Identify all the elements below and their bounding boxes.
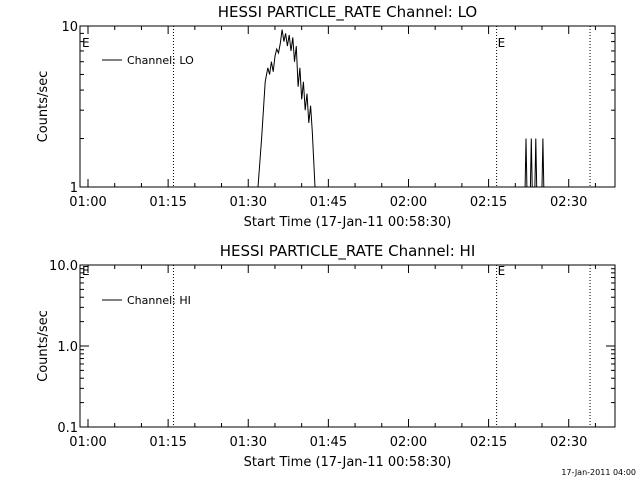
x-tick-label: 01:45 (310, 195, 347, 210)
y-tick-label: 1 (70, 181, 78, 196)
x-tick-label: 02:15 (470, 435, 507, 450)
plot-frame (79, 25, 616, 188)
y-axis-label: Counts/sec (36, 310, 51, 382)
x-tick-label: 01:00 (69, 195, 106, 210)
chart-panel-1: HESSI PARTICLE_RATE Channel: LO E E 01:00 01… (36, 3, 616, 230)
legend-label: Channel: LO (127, 54, 194, 67)
x-tick-label: 02:00 (390, 435, 427, 450)
y-tick-label: 0.1 (57, 421, 78, 436)
x-axis-label: Start Time (17-Jan-11 00:58:30) (244, 215, 452, 230)
y-tick-label: 10.0 (49, 259, 78, 274)
event-marker-label: E (498, 264, 506, 278)
y-tick-label: 10 (61, 20, 78, 35)
x-tick-label: 01:15 (149, 435, 186, 450)
x-tick-label: 02:00 (390, 195, 427, 210)
x-axis-label: Start Time (17-Jan-11 00:58:30) (244, 455, 452, 470)
event-marker-label: E (498, 36, 506, 50)
x-tick-label: 01:30 (230, 195, 267, 210)
x-tick-label: 02:30 (550, 195, 587, 210)
x-tick-label: 02:30 (550, 435, 587, 450)
chart-panel-2: HESSI PARTICLE_RATE Channel: HI E E 01:00 01… (36, 242, 616, 470)
footer-timestamp: 17-Jan-2011 04:00 (561, 468, 636, 477)
y-tick-label: 1.0 (57, 340, 78, 355)
legend-label: Channel: HI (127, 294, 191, 307)
x-tick-label: 02:15 (470, 195, 507, 210)
x-tick-label: 01:15 (149, 195, 186, 210)
chart-title: HESSI PARTICLE_RATE Channel: LO (218, 3, 477, 22)
y-axis-label: Counts/sec (36, 71, 51, 143)
x-tick-label: 01:00 (69, 435, 106, 450)
series-line (257, 29, 316, 188)
x-tick-label: 01:45 (310, 435, 347, 450)
x-tick-label: 01:30 (230, 435, 267, 450)
plot-frame (79, 264, 616, 428)
event-marker-label: E (82, 36, 90, 50)
chart-title: HESSI PARTICLE_RATE Channel: HI (220, 242, 476, 261)
event-marker-label: E (82, 264, 90, 278)
series-line (524, 138, 545, 188)
